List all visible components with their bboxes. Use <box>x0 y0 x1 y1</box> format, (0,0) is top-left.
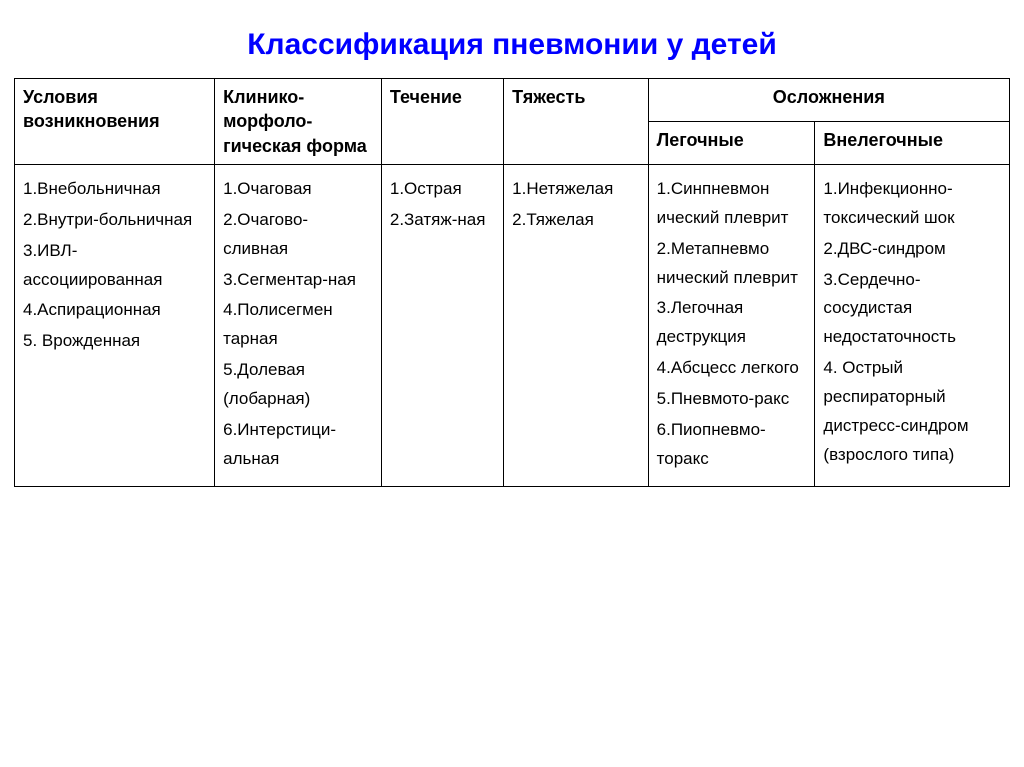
col-course: Течение <box>381 79 503 165</box>
col-conditions: Условия возникновения <box>15 79 215 165</box>
list-item: 2.ДВС-синдром <box>823 235 1001 264</box>
list-item: 1.Очаговая <box>223 175 373 204</box>
cell-conditions: 1.Внебольничная2.Внутри-больничная3.ИВЛ-… <box>15 164 215 486</box>
col-severity: Тяжесть <box>504 79 649 165</box>
table-header-row-1: Условия возникновения Клинико-морфоло-ги… <box>15 79 1010 122</box>
list-item: 2.Очагово-сливная <box>223 206 373 264</box>
list-item: 2.Затяж-ная <box>390 206 495 235</box>
slide-container: Классификация пневмонии у детей Условия … <box>0 0 1024 515</box>
list-item: 1.Синпневмонический плеврит <box>657 175 807 233</box>
list-item: 5.Долевая (лобарная) <box>223 356 373 414</box>
list-item: 6.Пиопневмо-торакс <box>657 416 807 474</box>
list-item: 1.Внебольничная <box>23 175 206 204</box>
list-item: 1.Инфекционно-токсический шок <box>823 175 1001 233</box>
list-item: 4.Аспирационная <box>23 296 206 325</box>
table-data-row: 1.Внебольничная2.Внутри-больничная3.ИВЛ-… <box>15 164 1010 486</box>
list-item: 2.Внутри-больничная <box>23 206 206 235</box>
list-item: 1.Острая <box>390 175 495 204</box>
cell-extrapulmonary: 1.Инфекционно-токсический шок2.ДВС-синдр… <box>815 164 1010 486</box>
list-item: 4.Абсцесс легкого <box>657 354 807 383</box>
list-item: 5.Пневмото-ракс <box>657 385 807 414</box>
col-extrapulmonary: Внелегочные <box>815 121 1010 164</box>
list-item: 6.Интерстици-альная <box>223 416 373 474</box>
col-form: Клинико-морфоло-гическая форма <box>215 79 382 165</box>
list-item: 3.ИВЛ-ассоциированная <box>23 237 206 295</box>
list-item: 2.Метапневмонический плеврит <box>657 235 807 293</box>
cell-form: 1.Очаговая2.Очагово-сливная3.Сегментар-н… <box>215 164 382 486</box>
list-item: 3.Сегментар-ная <box>223 266 373 295</box>
cell-pulmonary: 1.Синпневмонический плеврит2.Метапневмон… <box>648 164 815 486</box>
cell-course: 1.Острая2.Затяж-ная <box>381 164 503 486</box>
slide-title: Классификация пневмонии у детей <box>14 28 1010 62</box>
list-item: 3.Легочная деструкция <box>657 294 807 352</box>
col-pulmonary: Легочные <box>648 121 815 164</box>
list-item: 1.Нетяжелая <box>512 175 640 204</box>
cell-severity: 1.Нетяжелая2.Тяжелая <box>504 164 649 486</box>
list-item: 5. Врожденная <box>23 327 206 356</box>
col-complications: Осложнения <box>648 79 1009 122</box>
list-item: 2.Тяжелая <box>512 206 640 235</box>
list-item: 4. Острый респираторный дистресс-синдром… <box>823 354 1001 470</box>
list-item: 3.Сердечно-сосудистая недостаточность <box>823 266 1001 353</box>
classification-table: Условия возникновения Клинико-морфоло-ги… <box>14 78 1010 487</box>
list-item: 4.Полисегментарная <box>223 296 373 354</box>
